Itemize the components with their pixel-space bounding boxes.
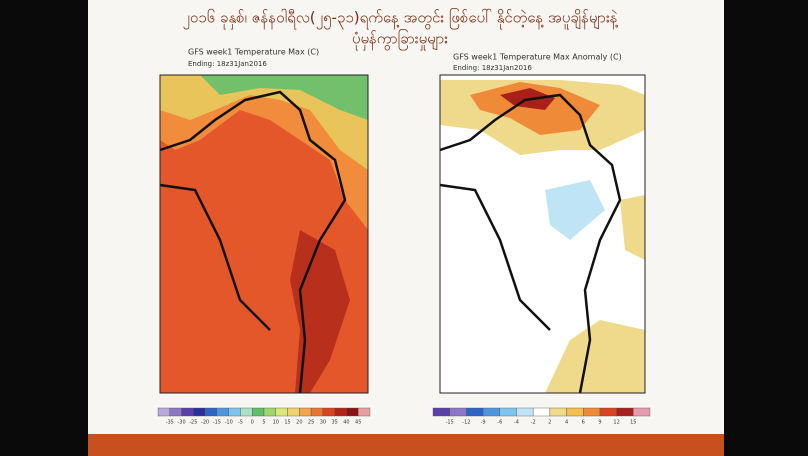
colorbar-label: -25 bbox=[189, 420, 197, 426]
map-region bbox=[545, 180, 605, 240]
colorbar-swatch bbox=[432, 407, 450, 417]
colorbar-swatch bbox=[228, 407, 241, 417]
colorbar-swatch bbox=[583, 407, 601, 417]
colorbar-label: -35 bbox=[166, 420, 174, 426]
colorbar-label: -15 bbox=[446, 420, 454, 426]
map-region bbox=[160, 75, 368, 170]
map-title: GFS week1 Temperature Max Anomaly (C) bbox=[453, 53, 622, 62]
colorbar-label: 15 bbox=[630, 420, 636, 426]
colorbar-label: -5 bbox=[238, 420, 243, 426]
colorbar-swatch bbox=[263, 407, 276, 417]
colorbar-label: 15 bbox=[284, 420, 290, 426]
map-title: GFS week1 Temperature Max (C) bbox=[188, 48, 319, 57]
colorbar-swatch bbox=[252, 407, 265, 417]
colorbar-label: 25 bbox=[308, 420, 314, 426]
colorbar-swatch bbox=[599, 407, 617, 417]
colorbar-swatch bbox=[204, 407, 218, 417]
colorbar-label: -4 bbox=[514, 420, 519, 426]
colorbar-label: 30 bbox=[320, 420, 326, 426]
map-region bbox=[200, 75, 368, 120]
colorbar-label: -2 bbox=[531, 420, 536, 426]
colorbar-swatch bbox=[169, 407, 182, 417]
colorbar-label: 0 bbox=[251, 420, 254, 426]
colorbar-swatch bbox=[310, 407, 324, 417]
colorbar-swatch bbox=[482, 407, 500, 417]
colorbar-swatch bbox=[616, 407, 634, 417]
colorbar-swatch bbox=[532, 407, 551, 417]
colorbar-label: 2 bbox=[548, 420, 551, 426]
colorbar-swatch bbox=[633, 407, 651, 417]
colorbar-label: -10 bbox=[225, 420, 233, 426]
slide-title-line: ပုံမှန်ကွာခြားမှုများ bbox=[352, 29, 448, 51]
colorbar-swatch bbox=[566, 407, 584, 417]
colorbar-label: 12 bbox=[613, 420, 619, 426]
colorbar-label: -12 bbox=[462, 420, 470, 426]
colorbar-label: 35 bbox=[331, 420, 337, 426]
colorbar-swatch bbox=[240, 407, 253, 417]
map-border bbox=[439, 93, 622, 394]
colorbar-label: -15 bbox=[213, 420, 221, 426]
map-subtitle: Ending: 18z31Jan2016 bbox=[453, 64, 532, 72]
colorbar-label: 20 bbox=[296, 420, 302, 426]
anomaly-map bbox=[439, 74, 646, 394]
colorbar-swatch bbox=[346, 407, 359, 417]
colorbar-swatch bbox=[287, 407, 300, 417]
colorbar-label: 9 bbox=[598, 420, 601, 426]
colorbar-swatch bbox=[358, 407, 371, 417]
colorbar-swatch bbox=[549, 407, 567, 417]
colorbar-label: 10 bbox=[273, 420, 279, 426]
colorbar-label: -30 bbox=[177, 420, 185, 426]
colorbar-swatch bbox=[499, 407, 517, 417]
colorbar-swatch bbox=[157, 407, 170, 417]
colorbar-label: -9 bbox=[481, 420, 486, 426]
colorbar-swatch bbox=[516, 407, 534, 417]
map-subtitle: Ending: 18z31Jan2016 bbox=[188, 60, 267, 68]
map-region bbox=[620, 195, 645, 260]
temperature-map bbox=[159, 74, 369, 394]
map-frame bbox=[159, 74, 369, 394]
map-border bbox=[159, 90, 347, 394]
colorbar-label: -20 bbox=[201, 420, 209, 426]
colorbar-swatch bbox=[334, 407, 347, 417]
colorbar-label: 40 bbox=[343, 420, 349, 426]
colorbar-swatch bbox=[181, 407, 194, 417]
colorbar-label: 6 bbox=[582, 420, 585, 426]
map-frame bbox=[439, 74, 646, 394]
colorbar-swatch bbox=[322, 407, 335, 417]
colorbar-swatch bbox=[299, 407, 312, 417]
colorbar-label: -6 bbox=[497, 420, 502, 426]
colorbar-swatch bbox=[275, 407, 288, 417]
colorbar-swatch bbox=[466, 407, 484, 417]
colorbar-swatch bbox=[449, 407, 467, 417]
slide-title-line: ၂၀၁၆ ခုနှစ်၊ ဇန်နဝါရီလ(၂၅-၃၁)ရက်နေ့ အတွင… bbox=[182, 8, 618, 30]
slide-footer-bar bbox=[88, 434, 724, 456]
colorbar: -35 -30 -25 -20 -15 -10 -5 0 5 10 15 20 25 30 35 40 45 bbox=[157, 407, 371, 426]
colorbar-label: 4 bbox=[565, 420, 568, 426]
colorbar-swatch bbox=[193, 407, 206, 417]
colorbar: -15 -12 -9 -6 -4 -2 2 4 6 9 12 15 bbox=[432, 407, 651, 426]
colorbar-label: 45 bbox=[355, 420, 361, 426]
map-region bbox=[545, 320, 645, 393]
colorbar-label: 5 bbox=[262, 420, 265, 426]
colorbar-swatch bbox=[216, 407, 229, 417]
